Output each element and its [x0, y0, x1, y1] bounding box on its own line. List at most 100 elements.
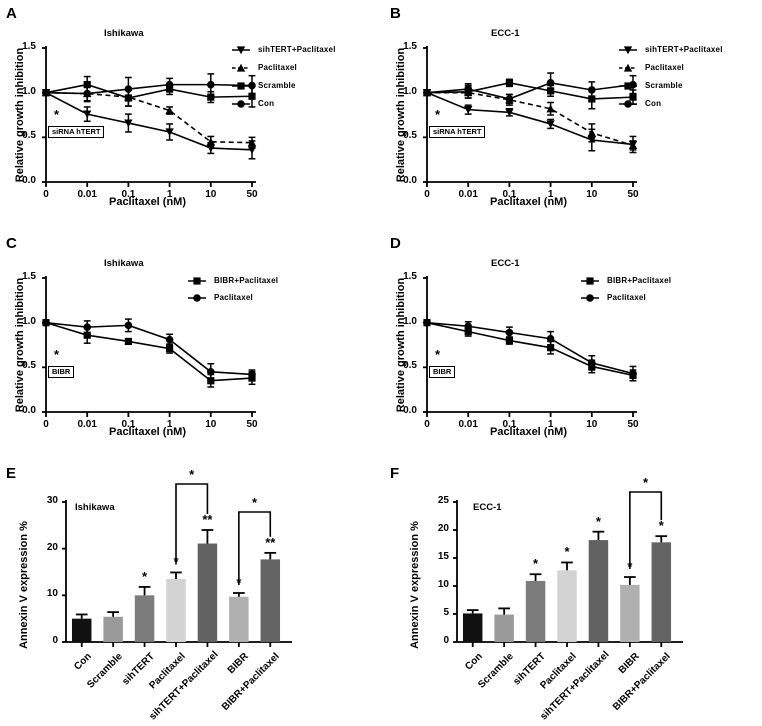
bar-paclitaxel: [166, 579, 186, 642]
series-line-bibr-paclitaxel: [45, 321, 253, 382]
plot-title-b: ECC-1: [491, 28, 520, 39]
legend-label: sihTERT+Paclitaxel: [258, 45, 336, 54]
plot-title-f: ECC-1: [473, 502, 502, 513]
x-tick-label: 0: [43, 189, 49, 200]
bracket-significance-star: *: [252, 495, 258, 510]
data-point-marker: [207, 377, 215, 385]
x-tick-label: 1: [547, 189, 554, 200]
series-line-sihtert-paclitaxel: [45, 91, 253, 151]
x-axis-title-c: Paclitaxel (nM): [108, 426, 187, 438]
significance-star: *: [54, 107, 60, 122]
legend-marker: [236, 63, 246, 72]
data-point-marker: [464, 328, 472, 336]
significance-bracket: [629, 491, 663, 570]
data-point-marker: [546, 120, 555, 129]
panel-a: Ishikawa Relative growth inhibition Pacl…: [0, 0, 381, 230]
x-tick-label: 1: [547, 419, 554, 430]
y-tick-label: 1.5: [22, 271, 36, 282]
x-tick-label: 50: [246, 189, 258, 200]
x-tick-label: 0.01: [458, 419, 478, 430]
x-tick-label: 0.01: [77, 419, 97, 430]
panel-c: Ishikawa Relative growth inhibition Pacl…: [0, 230, 381, 460]
data-point-marker: [41, 89, 51, 97]
series-line-sihtert-paclitaxel: [426, 91, 634, 146]
legend-label: sihTERT+Paclitaxel: [645, 45, 723, 54]
series-line-paclitaxel: [426, 321, 634, 375]
legend-label: BIBR+Paclitaxel: [214, 276, 279, 285]
significance-star: *: [435, 107, 441, 122]
y-tick-label: 5: [443, 607, 449, 618]
series-line-paclitaxel: [427, 91, 634, 147]
y-tick-label: 1.5: [403, 41, 417, 52]
series-line-bibr-paclitaxel: [426, 321, 634, 377]
significance-star: *: [435, 347, 441, 362]
bar-sihtert-paclitaxel: [197, 543, 218, 642]
x-tick-label: 50: [246, 419, 258, 430]
y-tick-label: 20: [437, 523, 449, 534]
data-point-marker: [165, 335, 174, 344]
significance-bracket: [175, 483, 209, 565]
y-tick-label: 1.0: [403, 315, 417, 327]
legend-marker: [193, 277, 201, 285]
significance-bracket: [238, 511, 272, 585]
y-tick-label: 0.0: [403, 405, 417, 416]
data-point-marker: [165, 128, 174, 137]
legend-marker: [586, 277, 594, 285]
data-point-marker: [206, 137, 215, 146]
data-point-marker: [248, 374, 256, 382]
y-tick-label: 1.0: [22, 85, 36, 97]
y-tick-label: 10: [437, 579, 449, 590]
x-tick-label: 10: [586, 189, 598, 200]
x-tick-label: 0.1: [121, 189, 136, 200]
series-line-con: [426, 82, 634, 100]
x-tick-label: 0: [424, 419, 430, 430]
plot-title-a: Ishikawa: [104, 28, 144, 39]
y-tick-label: 1.5: [22, 41, 36, 52]
y-axis-title-d: Relative growth inhibition: [395, 277, 407, 413]
y-tick-label: 0.5: [22, 130, 36, 142]
data-point-marker: [629, 371, 637, 379]
data-point-marker: [124, 321, 133, 330]
panel-letter-b: B: [390, 5, 401, 22]
y-tick-label: 1.5: [403, 271, 417, 282]
series-line-scramble: [45, 83, 253, 99]
data-point-marker: [546, 334, 555, 343]
y-tick-label: 0: [443, 635, 449, 646]
data-point-marker: [587, 136, 596, 145]
plot-area-d: [423, 276, 637, 417]
significance-star: *: [627, 559, 633, 575]
data-point-marker: [464, 106, 473, 114]
bar-sihtert: [134, 595, 155, 642]
data-point-marker: [546, 104, 555, 113]
data-point-marker: [505, 336, 513, 345]
data-point-marker: [505, 95, 514, 104]
legend-label: Paclitaxel: [258, 63, 297, 72]
legend-marker: [237, 100, 245, 108]
significance-star: *: [564, 544, 570, 560]
legend-marker: [237, 82, 245, 90]
y-axis-title-b: Relative growth inhibition: [395, 47, 407, 183]
y-tick-label: 0.0: [22, 175, 36, 186]
data-point-marker: [546, 79, 555, 87]
x-tick-label: 0.1: [502, 189, 517, 200]
y-tick-label: 0.0: [403, 175, 417, 186]
data-point-marker: [42, 319, 50, 327]
x-tick-label: 0: [424, 189, 430, 200]
data-point-marker: [505, 108, 514, 117]
y-tick-label: 30: [46, 495, 58, 506]
data-point-marker: [248, 92, 256, 100]
legend-marker: [623, 63, 633, 72]
x-tick-label: 0.01: [77, 189, 97, 200]
annotation-box: siRNA hTERT: [429, 126, 486, 139]
bar-bibr-paclitaxel: [651, 542, 672, 642]
legend-marker: [586, 294, 594, 302]
annotation-box: BIBR: [48, 366, 75, 379]
x-tick-label: 0: [43, 419, 49, 430]
data-point-marker: [206, 144, 215, 153]
x-tick-label: 0.01: [458, 189, 478, 200]
data-point-marker: [588, 362, 596, 371]
data-point-marker: [464, 88, 473, 97]
data-point-marker: [83, 89, 92, 98]
significance-star: *: [173, 554, 179, 570]
data-point-marker: [247, 146, 257, 155]
